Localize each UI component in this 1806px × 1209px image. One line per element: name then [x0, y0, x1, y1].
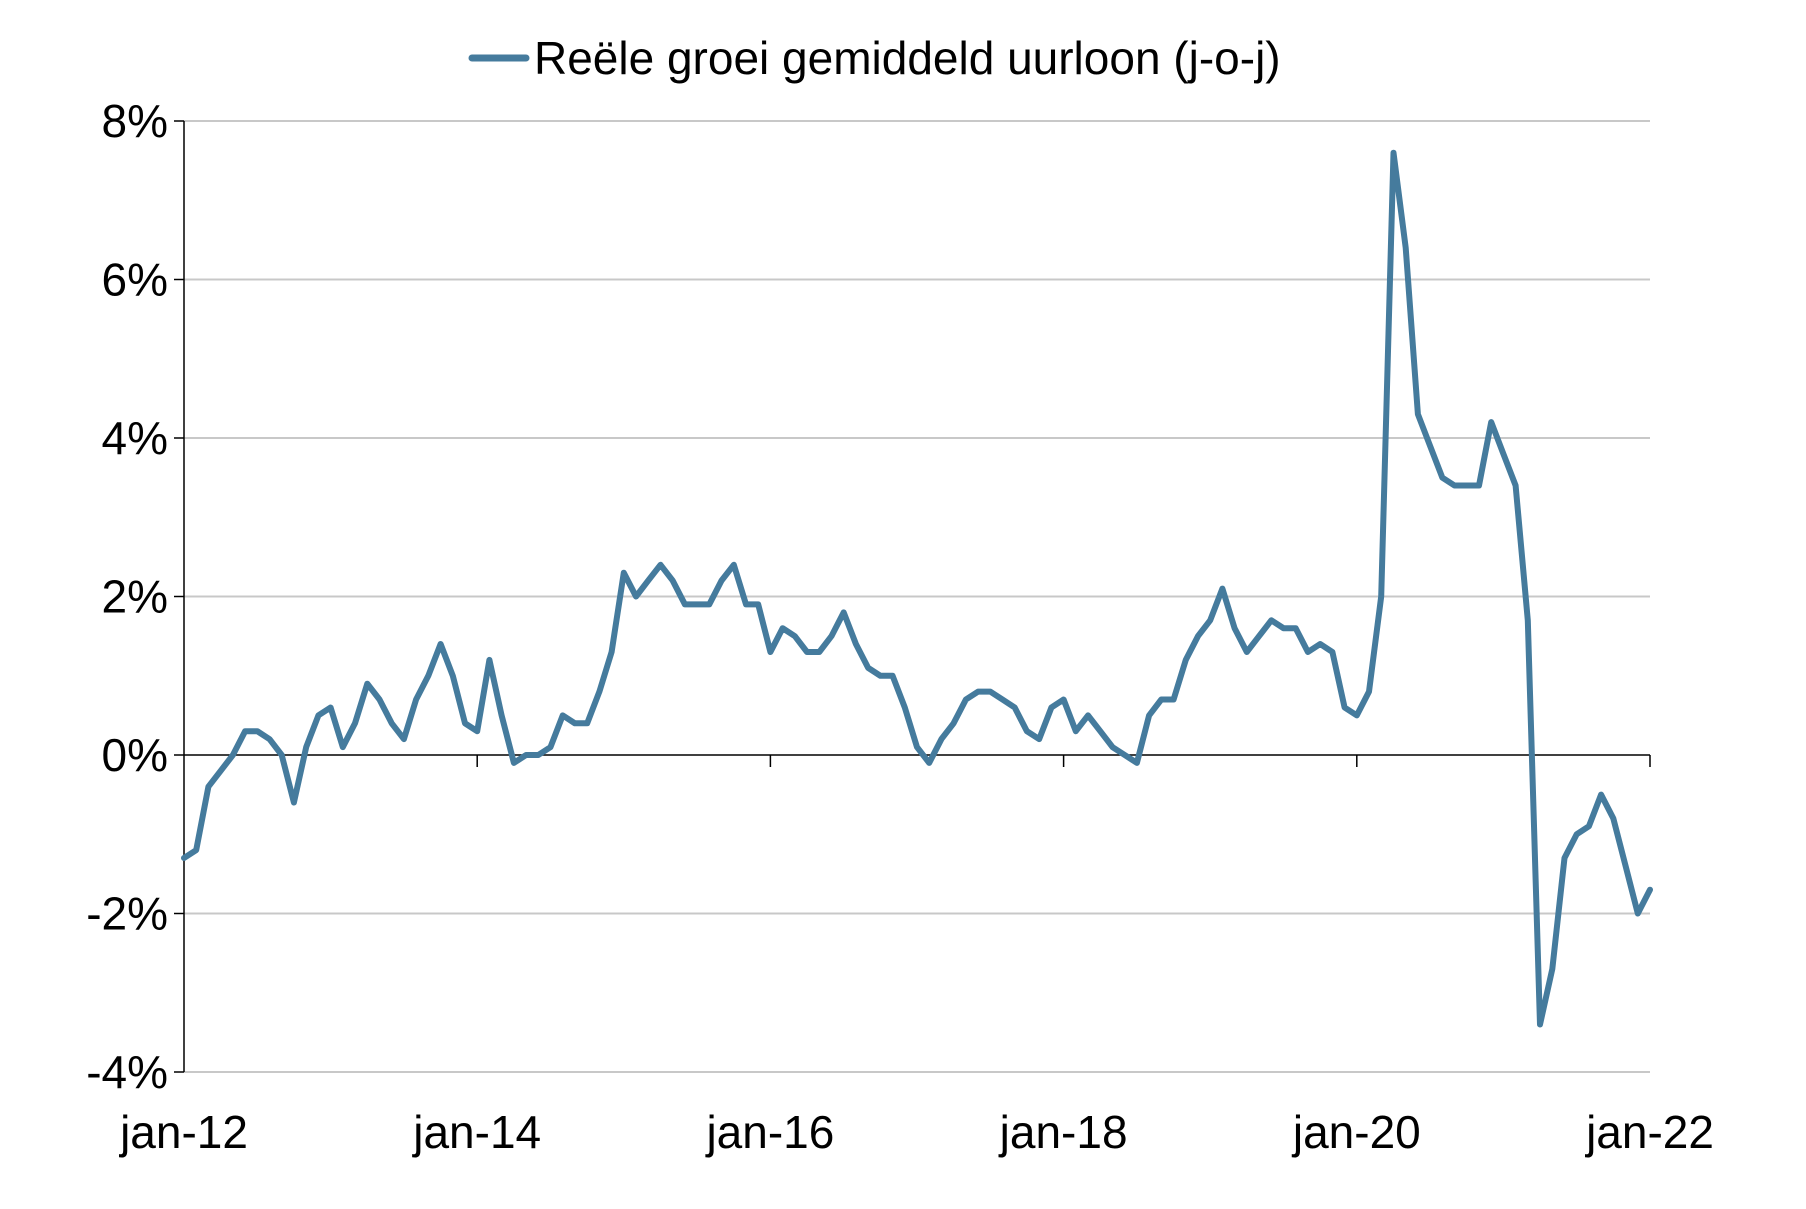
y-tick-label: 6%: [102, 254, 168, 306]
x-tick-label: jan-14: [411, 1106, 541, 1158]
x-axis-tick-labels: jan-12 jan-14 jan-16 jan-18 jan-20 jan-22: [118, 1106, 1714, 1158]
y-tick-label: -2%: [86, 888, 168, 940]
y-axis-tick-labels: 8% 6% 4% 2% 0% -2% -4%: [86, 95, 168, 1098]
x-tick-label: jan-16: [704, 1106, 834, 1158]
y-tick-label: 8%: [102, 95, 168, 147]
x-tick-label: jan-20: [1291, 1106, 1421, 1158]
legend: Reële groei gemiddeld uurloon (j-o-j): [468, 32, 1281, 84]
x-tick-label: jan-22: [1584, 1106, 1714, 1158]
y-tick-label: 0%: [102, 729, 168, 781]
series-line: [181, 149, 1653, 1028]
legend-label: Reële groei gemiddeld uurloon (j-o-j): [534, 32, 1281, 84]
y-tick-label: 2%: [102, 571, 168, 623]
y-tick-label: -4%: [86, 1046, 168, 1098]
y-tick-label: 4%: [102, 412, 168, 464]
axes: [174, 120, 1651, 1073]
gridlines: [184, 120, 1650, 1073]
x-tick-label: jan-12: [118, 1106, 248, 1158]
x-tick-label: jan-18: [998, 1106, 1128, 1158]
series-layer: [181, 149, 1653, 1028]
